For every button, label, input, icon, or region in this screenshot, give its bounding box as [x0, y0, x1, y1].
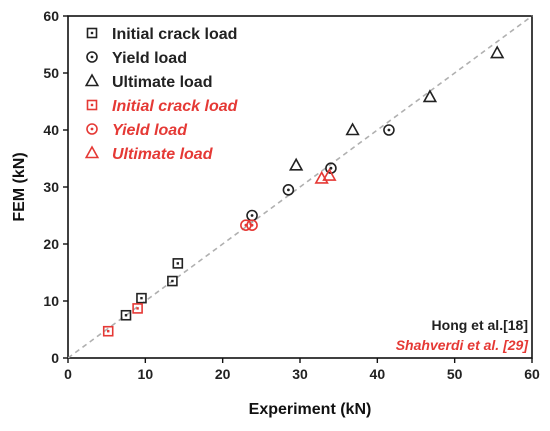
- reference-line: [67, 15, 533, 359]
- data-point-square-ref-center: [107, 330, 110, 333]
- legend-marker: [84, 145, 100, 159]
- data-point-triangle-ref: [322, 167, 337, 181]
- y-tick-label: 50: [43, 65, 59, 81]
- data-point-square: [167, 275, 178, 287]
- data-point-circle: [383, 124, 395, 136]
- data-point-triangle: [490, 45, 505, 59]
- legend-marker-center: [90, 127, 94, 131]
- x-tick-label: 30: [292, 366, 308, 382]
- legend-label: Initial crack load: [112, 26, 237, 43]
- data-point-circle: [282, 184, 295, 196]
- data-point-square-ref: [102, 325, 114, 337]
- annotation-text: Hong et al.[18]: [432, 317, 528, 333]
- data-point-square-center: [171, 279, 174, 283]
- y-tick-label: 40: [43, 122, 59, 138]
- y-axis-title: FEM (kN): [11, 152, 28, 221]
- y-tick-label: 0: [51, 350, 59, 366]
- data-point-square-ref-center: [136, 307, 139, 310]
- data-point-square-center: [124, 314, 128, 317]
- data-point-circle-ref: [246, 219, 258, 231]
- annotation-text: Shahverdi et al. [29]: [396, 337, 530, 353]
- legend-label: Yield load: [112, 122, 188, 139]
- legend-marker-center: [90, 55, 94, 59]
- x-tick-label: 40: [370, 366, 386, 382]
- data-point-circle-center: [250, 214, 254, 217]
- data-point-square: [120, 309, 132, 321]
- x-axis-title: Experiment (kN): [249, 401, 372, 418]
- x-tick-label: 50: [447, 366, 463, 382]
- data-point-circle-center: [329, 166, 333, 170]
- data-point-square-center: [140, 296, 143, 300]
- x-tick-label: 10: [138, 366, 154, 382]
- y-tick-label: 20: [43, 236, 59, 252]
- x-tick-label: 20: [215, 366, 231, 382]
- data-point-square-center: [176, 262, 180, 265]
- x-tick-label: 0: [64, 366, 72, 382]
- data-point-circle-center: [287, 188, 290, 192]
- legend-marker-center: [90, 103, 94, 107]
- legend-label: Ultimate load: [112, 74, 212, 91]
- legend-marker: [86, 99, 98, 111]
- x-tick-label: 60: [524, 366, 540, 382]
- data-point-square: [136, 292, 147, 304]
- legend-marker: [86, 27, 98, 39]
- data-point-triangle: [345, 122, 360, 136]
- data-point-triangle: [288, 157, 304, 171]
- legend-label: Ultimate load: [112, 146, 214, 163]
- legend-marker: [86, 123, 98, 135]
- data-point-square: [172, 258, 184, 269]
- data-point-triangle: [422, 89, 438, 103]
- data-point-square-ref: [132, 303, 143, 314]
- legend-label: Yield load: [112, 50, 187, 67]
- data-point-circle-ref-center: [250, 223, 254, 227]
- legend-label: Initial crack load: [112, 98, 239, 115]
- y-tick-label: 30: [43, 179, 59, 195]
- data-point-circle-center: [387, 128, 391, 132]
- legend-marker-center: [90, 31, 94, 35]
- legend-marker: [86, 51, 98, 63]
- y-tick-label: 60: [43, 8, 59, 24]
- legend-marker: [84, 73, 100, 87]
- y-tick-label: 10: [43, 293, 59, 309]
